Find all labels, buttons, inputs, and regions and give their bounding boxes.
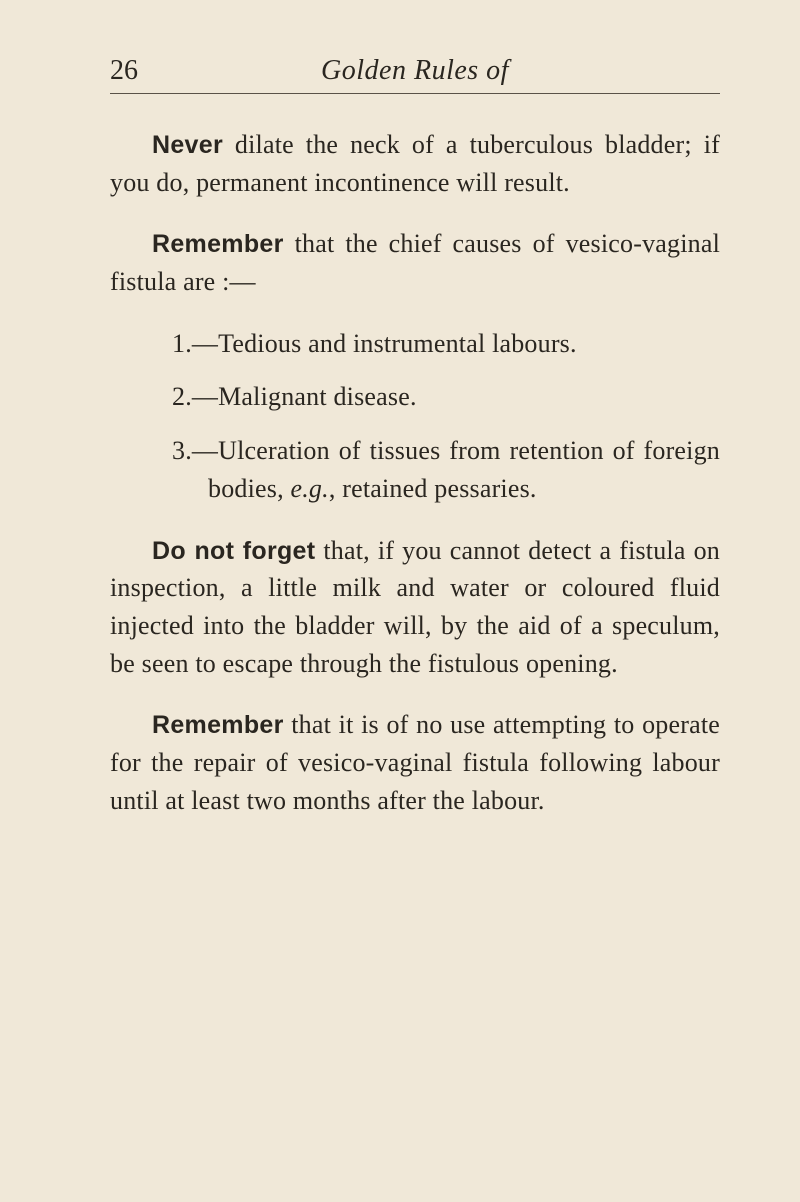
body-text: Never dilate the neck of a tuberculous b… <box>110 126 720 819</box>
italic-abbrev: e.g. <box>290 474 328 503</box>
list-item: 1.—Tedious and instrumental labours. <box>172 325 720 363</box>
page: 26 Golden Rules of Never dilate the neck… <box>0 0 800 1202</box>
list-item-text: , retained pessaries. <box>329 474 537 503</box>
lead-word: Remember <box>152 230 284 258</box>
paragraph-2: Remember that the chief causes of vesico… <box>110 225 720 300</box>
header-rule <box>110 93 720 94</box>
list-item: 2.—Malignant disease. <box>172 378 720 416</box>
paragraph-4: Remember that it is of no use attempting… <box>110 706 720 819</box>
list-item: 3.—Ulceration of tissues from retention … <box>172 432 720 507</box>
running-title: Golden Rules of <box>110 55 720 87</box>
page-header: 26 Golden Rules of <box>110 55 720 87</box>
paragraph-3: Do not forget that, if you cannot detect… <box>110 532 720 683</box>
lead-word: Do not forget <box>152 537 315 565</box>
lead-word: Remember <box>152 711 284 739</box>
paragraph-1: Never dilate the neck of a tuberculous b… <box>110 126 720 201</box>
numbered-list: 1.—Tedious and instrumental labours. 2.—… <box>110 325 720 508</box>
lead-word: Never <box>152 131 223 159</box>
